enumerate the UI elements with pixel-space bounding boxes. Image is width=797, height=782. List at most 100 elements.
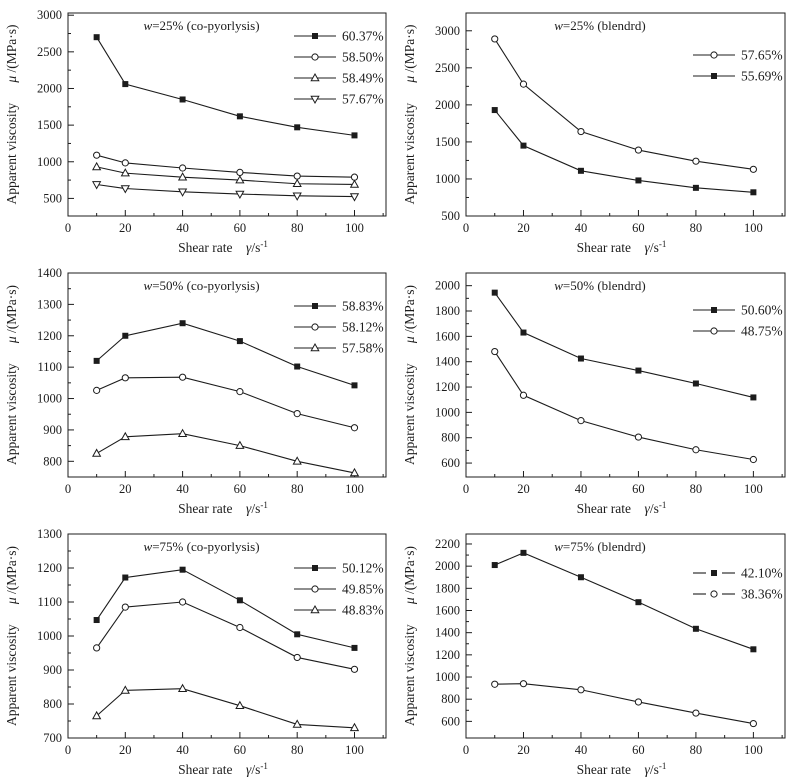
y-tick-label: 500: [43, 191, 62, 205]
x-tick-label: 40: [176, 221, 189, 235]
data-point-60.37%: [179, 96, 186, 103]
data-point-60.37%: [122, 81, 129, 88]
legend-marker-circle-open: [311, 53, 319, 61]
data-point-50.60%: [692, 380, 699, 387]
legend-marker-square-filled: [312, 565, 318, 571]
legend-marker-triangle-up-open: [310, 72, 320, 82]
x-tick-label: 20: [119, 221, 132, 235]
chart-svg-middle-right: 0 20 40 60 80 100 600 800 1000 1200 1400 1600 1800 20…: [402, 272, 786, 516]
legend-marker-circle-open: [710, 590, 718, 598]
data-point-49.85%: [121, 603, 129, 611]
data-point-42.10%: [520, 549, 527, 556]
series-line-58.50%: [96, 154, 355, 178]
chart-panel-w75-blended: 0 20 40 60 80 100 600 800 1000 1200 1400 1600 1800 20…: [398, 521, 797, 782]
legend-marker-square-filled: [711, 307, 717, 313]
x-tick-label: 80: [291, 482, 304, 496]
x-tick-label: 80: [291, 743, 304, 757]
data-point-57.67%: [292, 192, 302, 201]
x-tick-label: 40: [176, 482, 189, 496]
data-point-49.85%: [178, 598, 187, 606]
legend-marker-circle-open: [710, 327, 718, 335]
legend-label: 50.12%: [342, 561, 384, 576]
chart-panel-w75-copyrolysis: 0 20 40 60 80 100 700 800 900 1000 1100 1200 1300 She…: [0, 521, 398, 782]
x-tick-label: 0: [65, 482, 71, 496]
legend-label: 58.83%: [342, 299, 384, 314]
data-point-48.75%: [519, 391, 528, 399]
y-tick-label: 800: [441, 431, 460, 445]
x-tick-label: 100: [345, 743, 364, 757]
y-tick-label: 1200: [37, 561, 62, 575]
x-tick-label: 80: [690, 743, 703, 757]
data-point-57.65%: [634, 146, 643, 154]
y-tick-label: 2200: [435, 537, 460, 551]
data-point-60.37%: [294, 124, 301, 131]
data-point-58.83%: [179, 320, 186, 327]
data-point-48.83%: [177, 683, 188, 692]
x-tick-label: 0: [463, 482, 469, 496]
x-tick-label: 20: [517, 221, 530, 235]
y-tick-label: 1000: [37, 392, 62, 406]
legend-label: 58.50%: [342, 50, 384, 65]
data-point-48.83%: [349, 722, 360, 732]
data-point-50.60%: [520, 329, 527, 336]
y-axis-title: Apparent viscosity μ /(MPa·s): [402, 546, 417, 726]
legend-marker-square-filled: [312, 33, 318, 39]
data-point-55.69%: [520, 142, 527, 149]
x-tick-label: 100: [744, 482, 763, 496]
data-point-57.58%: [177, 428, 188, 437]
series-line-60.37%: [96, 36, 355, 136]
data-point-57.65%: [491, 35, 499, 43]
data-point-57.65%: [749, 165, 757, 173]
y-tick-label: 1300: [37, 297, 62, 311]
chart-title: w=25% (co-pyorlysis): [144, 18, 260, 33]
legend-label: 58.12%: [342, 320, 384, 335]
y-tick-label: 600: [441, 714, 460, 728]
data-point-60.37%: [236, 113, 243, 120]
data-point-57.67%: [120, 185, 130, 194]
chart-title: w=25% (blendrd): [554, 18, 645, 33]
data-point-50.60%: [577, 355, 584, 362]
y-tick-label: 1800: [435, 304, 460, 318]
data-point-57.67%: [235, 190, 245, 200]
x-tick-label: 80: [690, 221, 703, 235]
data-point-48.75%: [491, 347, 499, 356]
x-tick-label: 60: [234, 482, 247, 496]
chart-svg-bottom-right: 0 20 40 60 80 100 600 800 1000 1200 1400 1600 1800 20…: [402, 533, 786, 777]
data-point-42.10%: [750, 646, 757, 653]
y-axis-title: Apparent viscosity μ /(MPa·s): [402, 24, 417, 204]
y-tick-label: 2500: [37, 45, 62, 59]
series-line-57.65%: [494, 38, 754, 170]
data-point-50.12%: [351, 644, 358, 651]
data-point-48.75%: [749, 455, 757, 464]
x-axis-title: Shear rate γ/s-1: [178, 761, 268, 777]
data-point-48.75%: [634, 433, 643, 441]
data-point-58.12%: [93, 386, 101, 394]
y-tick-label: 2000: [435, 279, 460, 293]
x-tick-label: 60: [632, 743, 645, 757]
data-point-57.65%: [519, 80, 528, 88]
data-point-58.50%: [93, 151, 101, 159]
data-point-50.60%: [750, 394, 757, 401]
series-line-48.75%: [494, 351, 754, 461]
y-tick-label: 2000: [435, 98, 460, 112]
legend-marker-circle-open: [311, 585, 319, 593]
data-point-38.36%: [519, 680, 528, 688]
plot-frame: [67, 12, 387, 217]
data-point-49.85%: [350, 665, 359, 673]
legend-marker-triangle-up-open: [310, 604, 320, 614]
data-point-38.36%: [491, 680, 499, 688]
legend-label: 58.49%: [342, 71, 384, 86]
y-tick-label: 1200: [37, 329, 62, 343]
x-tick-label: 60: [234, 221, 247, 235]
y-tick-label: 1500: [435, 135, 460, 149]
chart-panel-w25-blended: 0 20 40 60 80 100 500 1000 1500 2000 2500 3000 Shear…: [398, 0, 797, 260]
data-point-58.50%: [350, 173, 359, 181]
legend-marker-triangle-up-open: [310, 342, 320, 352]
x-tick-label: 20: [119, 743, 132, 757]
data-point-48.75%: [577, 417, 585, 425]
data-point-58.50%: [293, 172, 301, 180]
series-line-50.12%: [96, 569, 355, 649]
x-tick-label: 100: [345, 221, 364, 235]
data-point-49.85%: [236, 623, 244, 632]
data-point-57.67%: [91, 181, 102, 190]
